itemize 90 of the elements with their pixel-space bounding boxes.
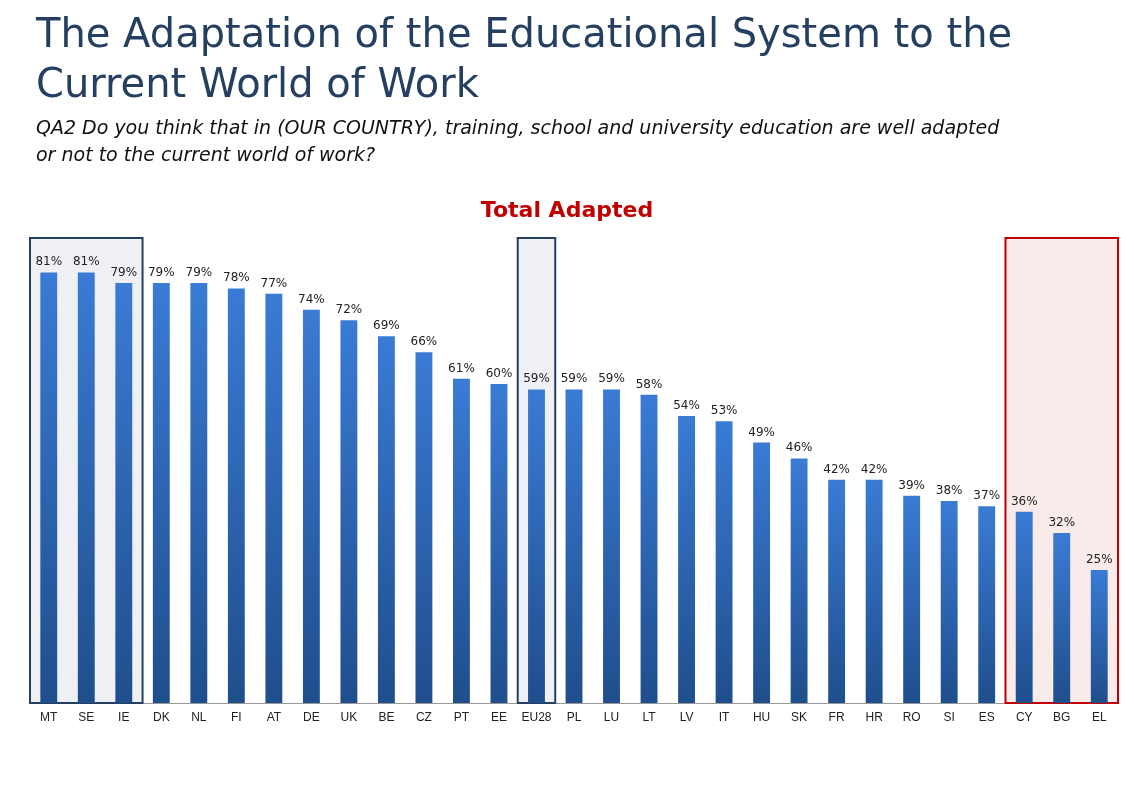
bar	[528, 389, 545, 703]
x-tick-label: SI	[943, 710, 955, 724]
bar	[340, 320, 358, 703]
x-tick-label: HR	[865, 710, 884, 724]
data-label: 36%	[1010, 493, 1038, 508]
data-label: 38%	[935, 483, 963, 498]
x-tick-label: RO	[902, 710, 921, 724]
bar	[753, 442, 771, 703]
bar	[415, 352, 433, 703]
bar	[227, 288, 245, 703]
x-tick-label: DE	[303, 710, 320, 724]
data-label: 42%	[823, 461, 850, 476]
bar	[1053, 532, 1071, 703]
bar	[1015, 511, 1033, 703]
bar	[828, 479, 846, 703]
x-tick-label: PT	[453, 710, 470, 724]
x-tick-label: ES	[978, 710, 995, 724]
x-tick-label: EU28	[521, 710, 552, 724]
x-tick-label: HU	[752, 710, 771, 724]
data-label: 54%	[673, 397, 700, 412]
x-tick-label: EE	[490, 710, 507, 724]
data-label: 59%	[523, 371, 550, 386]
x-tick-label: CZ	[415, 710, 432, 724]
data-label: 39%	[898, 477, 925, 492]
bar	[1090, 570, 1108, 703]
x-tick-label: BG	[1053, 710, 1071, 724]
x-tick-label: FR	[828, 710, 845, 724]
data-label: 77%	[260, 275, 288, 290]
x-tick-label: MT	[40, 710, 59, 724]
bar	[790, 458, 808, 703]
chart-title: The Adaptation of the Educational System to the Current World of Work	[36, 9, 1014, 108]
x-tick-label: IE	[118, 710, 130, 724]
data-label: 60%	[485, 366, 513, 381]
data-label: 79%	[185, 265, 213, 280]
text: Total Adapted	[480, 196, 654, 222]
data-label: 79%	[147, 265, 175, 280]
bar	[940, 501, 958, 703]
bar	[453, 378, 470, 703]
data-label: 46%	[785, 440, 813, 455]
data-label: 37%	[973, 488, 1001, 503]
bar	[190, 283, 208, 703]
bar	[40, 272, 58, 703]
bar	[865, 479, 883, 703]
data-label: 72%	[335, 302, 363, 317]
x-tick-label: EL	[1091, 710, 1107, 724]
x-tick-label: SE	[78, 710, 95, 724]
data-label: 58%	[635, 376, 663, 391]
bar	[715, 421, 733, 703]
data-label: 53%	[710, 403, 738, 418]
data-label: 59%	[598, 371, 625, 386]
x-tick-label: BE	[378, 710, 395, 724]
bar	[565, 389, 583, 703]
bar	[77, 272, 95, 703]
bar	[678, 415, 695, 703]
data-label: 32%	[1048, 514, 1076, 529]
x-tick-label: LT	[642, 710, 657, 724]
bar	[265, 293, 283, 703]
data-label: 79%	[110, 265, 138, 280]
bar	[640, 394, 658, 703]
bar	[152, 283, 170, 703]
chart-subtitle: QA2 Do you think that in (OUR COUNTRY), training, school and university education are well adapted or not to the current world of work?	[36, 115, 1001, 167]
x-tick-label: NL	[191, 710, 207, 724]
bar	[115, 283, 133, 703]
data-label: 49%	[748, 424, 775, 439]
x-tick-label: CY	[1015, 710, 1033, 724]
x-tick-label: SK	[791, 710, 808, 724]
data-label: 69%	[373, 318, 400, 333]
x-tick-label: LU	[603, 710, 620, 724]
bar	[603, 389, 620, 703]
x-tick-label: LV	[679, 710, 694, 724]
data-label: 74%	[298, 291, 325, 306]
data-label: 59%	[560, 371, 588, 386]
data-label: 81%	[35, 254, 63, 269]
bar	[903, 495, 921, 703]
data-label: 42%	[860, 461, 888, 476]
bar	[302, 309, 320, 703]
data-label: 78%	[223, 270, 250, 285]
data-label: 61%	[448, 360, 475, 375]
bar	[978, 506, 996, 703]
data-label: 81%	[72, 254, 100, 269]
data-label: 66%	[410, 334, 438, 349]
x-tick-label: AT	[266, 710, 282, 724]
x-tick-label: DK	[152, 710, 170, 724]
x-tick-label: PL	[566, 710, 582, 724]
bar	[490, 384, 508, 703]
bar	[377, 336, 395, 703]
x-tick-label: UK	[340, 710, 358, 724]
data-label: 25%	[1085, 552, 1113, 567]
x-tick-label: FI	[231, 710, 242, 724]
x-tick-label: IT	[718, 710, 731, 724]
